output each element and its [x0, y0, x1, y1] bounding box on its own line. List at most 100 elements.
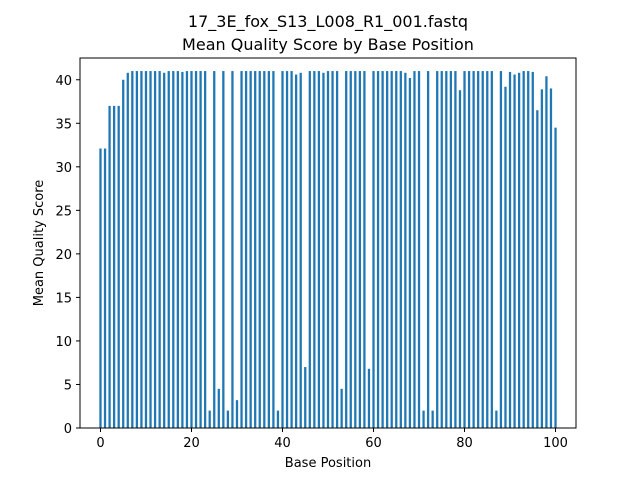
- bar: [381, 71, 384, 428]
- bar: [285, 71, 289, 428]
- bar: [390, 71, 393, 428]
- y-tick-label: 5: [64, 378, 72, 393]
- bar: [367, 368, 371, 428]
- bar: [508, 71, 512, 429]
- bar: [299, 72, 302, 429]
- bar: [386, 71, 389, 428]
- x-tick-label: 100: [543, 436, 568, 451]
- bar: [267, 71, 270, 428]
- bar: [244, 71, 248, 428]
- bar: [194, 71, 198, 428]
- bar: [135, 71, 139, 428]
- bar: [117, 105, 120, 428]
- bar: [490, 71, 493, 428]
- bar: [399, 71, 402, 428]
- bar: [422, 410, 425, 428]
- bar: [413, 71, 416, 428]
- bar: [190, 71, 193, 428]
- bar: [517, 72, 521, 429]
- bar: [290, 71, 293, 428]
- bar: [472, 71, 475, 428]
- y-tick-label: 10: [55, 335, 72, 350]
- bar: [158, 71, 161, 428]
- bar: [108, 105, 111, 428]
- bar: [527, 71, 530, 428]
- y-axis-label: Mean Quality Score: [32, 180, 47, 307]
- bar: [317, 71, 321, 428]
- bar: [276, 410, 280, 428]
- y-tick-label: 0: [64, 422, 72, 437]
- x-tick-label: 20: [183, 436, 200, 451]
- bar: [99, 148, 102, 429]
- bar: [217, 388, 220, 428]
- bar: [458, 90, 462, 429]
- bar: [204, 71, 207, 428]
- bar: [449, 71, 452, 428]
- bar: [172, 71, 175, 428]
- bar: [263, 71, 266, 428]
- bar: [536, 110, 539, 429]
- y-tick-label: 40: [55, 74, 72, 89]
- bar: [313, 71, 316, 428]
- x-tick-label: 60: [365, 436, 382, 451]
- bar: [272, 71, 275, 428]
- bar: [240, 71, 243, 428]
- bar: [226, 410, 230, 428]
- bar: [122, 79, 125, 428]
- bar: [463, 71, 466, 428]
- bar: [181, 71, 184, 429]
- bar: [126, 72, 129, 429]
- bar-series: [99, 71, 557, 429]
- bar: [208, 410, 211, 428]
- bar: [249, 71, 252, 428]
- bar: [199, 71, 202, 428]
- chart-subtitle: Mean Quality Score by Base Position: [182, 35, 474, 54]
- bar: [335, 71, 339, 428]
- bar: [404, 72, 407, 429]
- bar: [149, 71, 152, 428]
- bar: [445, 71, 448, 428]
- x-tick-label: 80: [456, 436, 473, 451]
- bar: [140, 71, 143, 428]
- bar: [131, 71, 134, 428]
- bar: [417, 71, 421, 428]
- bar: [331, 71, 334, 428]
- bar: [504, 86, 507, 428]
- bar: [522, 71, 525, 428]
- bar: [395, 71, 398, 428]
- y-tick-label: 15: [55, 291, 72, 306]
- bar: [495, 410, 498, 428]
- bar: [408, 78, 412, 429]
- bar: [308, 71, 311, 428]
- bar: [345, 71, 348, 428]
- bar: [349, 71, 352, 428]
- bar: [440, 71, 443, 428]
- plot-frame: [79, 57, 577, 429]
- bar: [477, 71, 480, 428]
- bar: [322, 72, 325, 429]
- y-tick-label: 30: [55, 161, 72, 176]
- bar: [531, 71, 534, 429]
- bar: [426, 71, 430, 428]
- bar: [258, 71, 261, 428]
- bar: [363, 71, 366, 428]
- bar: [222, 71, 225, 428]
- bar: [153, 71, 157, 428]
- x-tick-label: 40: [274, 436, 291, 451]
- bar: [545, 76, 548, 428]
- chart-title: 17_3E_fox_S13_L008_R1_001.fastq: [188, 12, 468, 32]
- bar: [213, 71, 216, 428]
- bar: [549, 88, 553, 428]
- y-tick-label: 35: [55, 117, 72, 132]
- bar: [467, 71, 471, 428]
- bar: [358, 71, 361, 428]
- bar: [372, 71, 375, 428]
- bar: [354, 71, 357, 428]
- bar: [167, 71, 170, 428]
- y-axis-ticks: 0 5 10 15 20 25 30 35 40: [55, 74, 80, 437]
- bar: [176, 71, 179, 428]
- bar: [554, 127, 557, 429]
- bar: [376, 71, 380, 428]
